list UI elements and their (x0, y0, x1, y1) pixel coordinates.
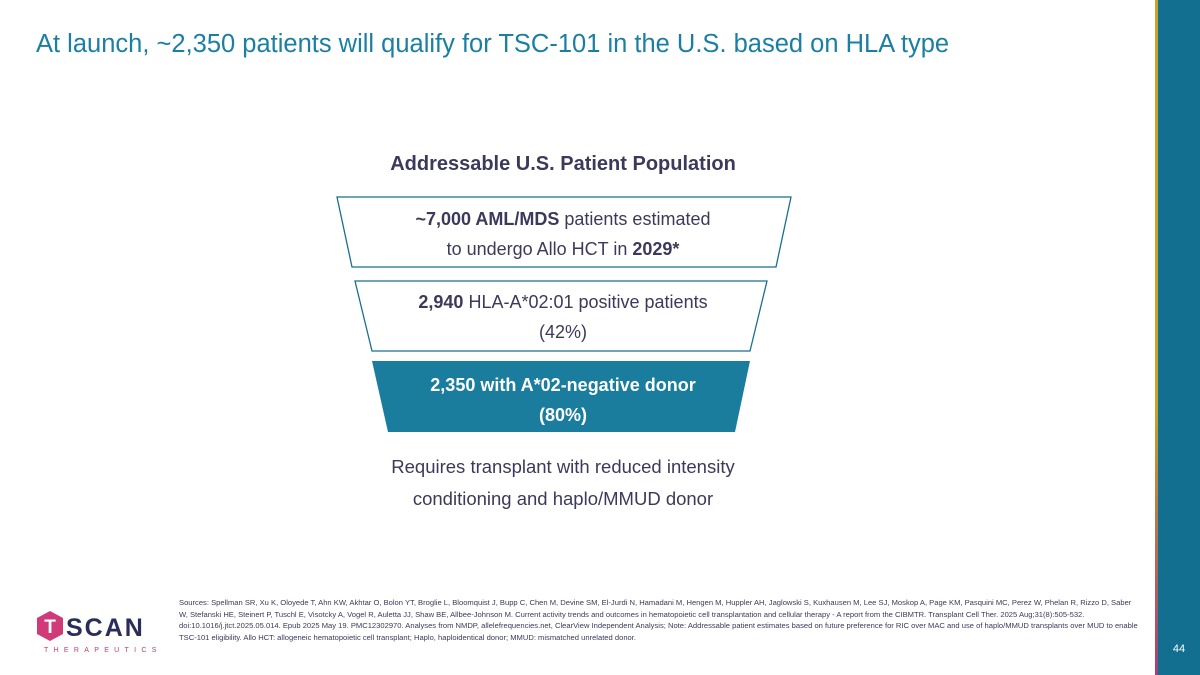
logo-tagline: THERAPEUTICS (44, 647, 162, 654)
funnel-shapes (336, 196, 792, 432)
text-segment: 2,940 (418, 292, 464, 312)
side-band (1158, 0, 1200, 675)
sources: Sources: Spellman SR, Xu K, Oloyede T, A… (179, 598, 1138, 642)
footnote-line: conditioning and haplo/MMUD donor (412, 488, 714, 509)
funnel-line: 2,350 with A*02-negative donor (313, 370, 813, 400)
logo: T SCAN THERAPEUTICS (37, 611, 162, 654)
funnel-level (372, 361, 750, 432)
funnel-text: ~7,000 AML/MDS patients estimated to unde… (313, 204, 813, 264)
text-segment: 2,350 with A*02-negative donor (430, 375, 696, 395)
text-segment: (42%) (538, 322, 587, 342)
funnel-level (354, 280, 768, 352)
funnel-title: Addressable U.S. Patient Population (390, 153, 736, 175)
logo-hexagon (37, 611, 63, 641)
accent-line (1155, 0, 1158, 675)
text-segment: HLA-A*02:01 positive patients (463, 292, 708, 312)
funnel-line: (42%) (313, 317, 813, 347)
logo-mark: T (44, 617, 56, 638)
title: At launch, ~2,350 patients will qualify … (36, 30, 950, 58)
page-number: 44 (1172, 643, 1186, 655)
text-segment: 2029* (632, 239, 680, 259)
text-segment: patients estimated (559, 209, 711, 229)
text-segment: (80%) (538, 405, 587, 425)
text-segment: ~7,000 AML/MDS (415, 209, 560, 229)
funnel-footnote: Requires transplant with reduced intensi… (313, 451, 813, 515)
funnel-line: ~7,000 AML/MDS patients estimated (313, 204, 813, 234)
footnote-line: Requires transplant with reduced intensi… (391, 456, 735, 477)
funnel-line: 2,940 HLA-A*02:01 positive patients (313, 287, 813, 317)
logo-name: SCAN (66, 614, 145, 642)
funnel-level (336, 196, 792, 268)
funnel-text: 2,350 with A*02-negative donor (80%) (313, 370, 813, 430)
funnel-line: (80%) (313, 400, 813, 430)
text-segment: to undergo Allo HCT in (446, 239, 633, 259)
funnel-line: to undergo Allo HCT in 2029* (313, 234, 813, 264)
funnel-text: 2,940 HLA-A*02:01 positive patients (42%) (313, 287, 813, 347)
